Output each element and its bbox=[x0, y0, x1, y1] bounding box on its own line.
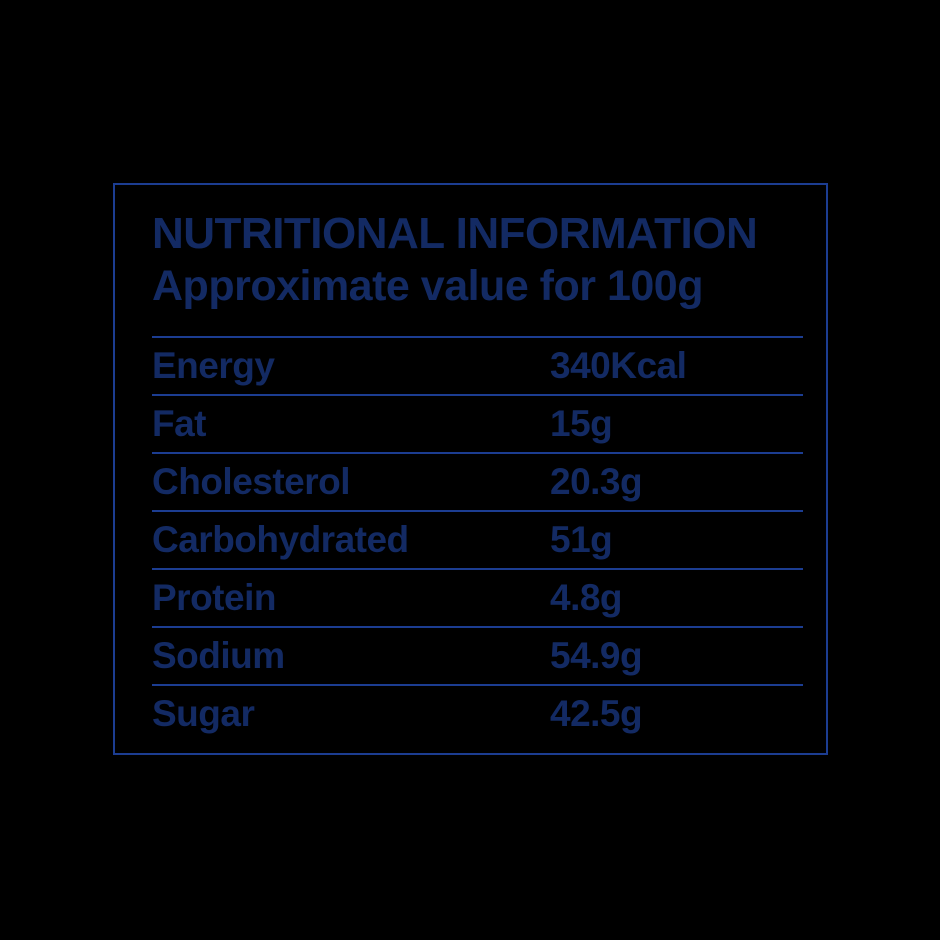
header-divider bbox=[152, 336, 803, 339]
row-label: Protein bbox=[152, 577, 276, 619]
row-value: 20.3g bbox=[550, 461, 643, 503]
row-label: Sodium bbox=[152, 635, 285, 677]
row-value: 4.8g bbox=[550, 577, 623, 619]
row-label: Carbohydrated bbox=[152, 519, 409, 561]
row-value: 54.9g bbox=[550, 635, 643, 677]
table-row: Energy 340Kcal bbox=[152, 338, 803, 397]
row-label: Energy bbox=[152, 345, 275, 387]
table-row: Sodium 54.9g bbox=[152, 628, 803, 687]
row-value: 42.5g bbox=[550, 693, 643, 735]
nutrition-card-content: NUTRITIONAL INFORMATION Approximate valu… bbox=[115, 185, 826, 753]
row-label: Sugar bbox=[152, 693, 255, 735]
nutrition-card: NUTRITIONAL INFORMATION Approximate valu… bbox=[113, 183, 828, 755]
row-label: Cholesterol bbox=[152, 461, 351, 503]
table-row: Protein 4.8g bbox=[152, 570, 803, 629]
nutrition-subtitle: Approximate value for 100g bbox=[152, 262, 703, 311]
table-row: Fat 15g bbox=[152, 396, 803, 455]
nutrition-rows: Energy 340Kcal Fat 15g Cholesterol 20.3g… bbox=[152, 338, 803, 742]
table-row: Cholesterol 20.3g bbox=[152, 454, 803, 513]
nutrition-title: NUTRITIONAL INFORMATION bbox=[152, 209, 758, 258]
row-value: 340Kcal bbox=[550, 345, 687, 387]
table-row: Sugar 42.5g bbox=[152, 686, 803, 742]
row-label: Fat bbox=[152, 403, 207, 445]
row-value: 15g bbox=[550, 403, 613, 445]
table-row: Carbohydrated 51g bbox=[152, 512, 803, 571]
row-value: 51g bbox=[550, 519, 613, 561]
